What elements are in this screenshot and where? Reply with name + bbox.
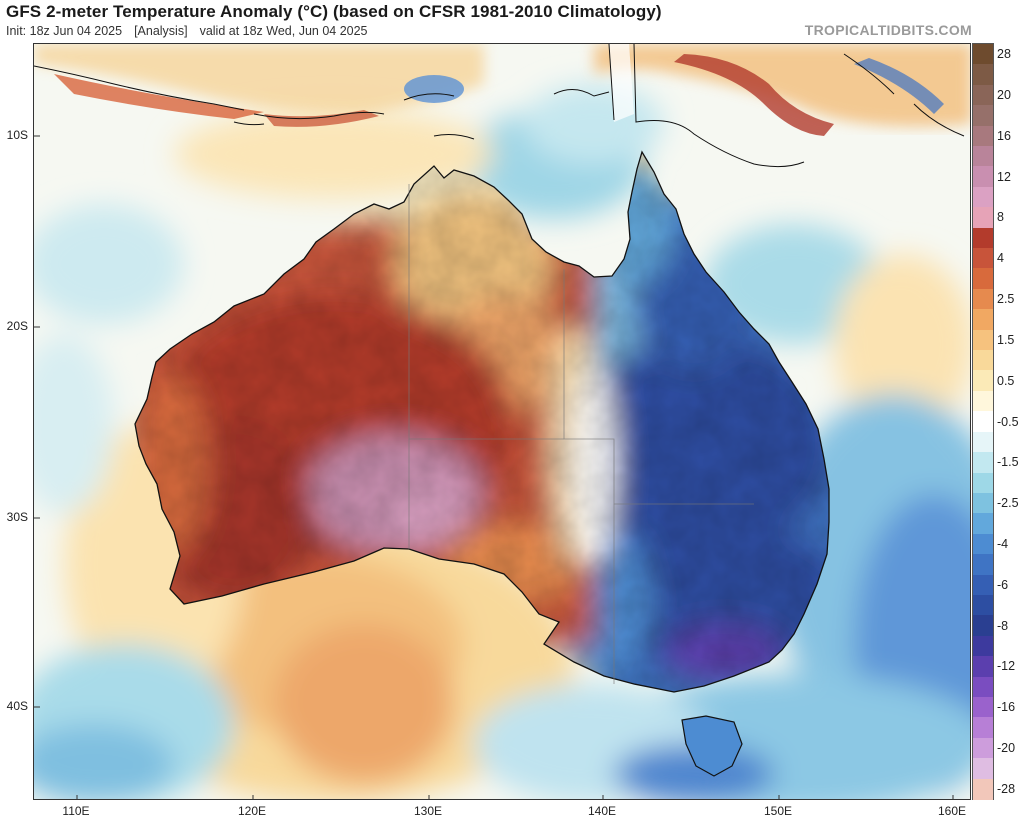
colorbar-segment: [973, 615, 993, 637]
colorbar-segment: [973, 492, 993, 514]
colorbar-segment: [973, 186, 993, 208]
colorbar: [972, 43, 994, 800]
lat-label-30s: 30S: [6, 510, 28, 524]
colorbar-label: -16: [997, 700, 1016, 715]
colorbar-segment: [973, 656, 993, 678]
colorbar-segment: [973, 533, 993, 555]
lon-label-120e: 120E: [237, 804, 267, 818]
colorbar-label: -2.5: [997, 496, 1019, 511]
valid-time: valid at 18z Wed, Jun 04 2025: [199, 24, 368, 38]
colorbar-label: -28: [997, 781, 1016, 796]
run-type: [Analysis]: [134, 24, 188, 38]
colorbar-segment: [973, 452, 993, 474]
colorbar-segment: [973, 370, 993, 392]
colorbar-segment: [973, 390, 993, 412]
lon-label-110e: 110E: [62, 804, 90, 818]
colorbar-label: -0.5: [997, 414, 1019, 429]
colorbar-label: 8: [997, 210, 1004, 225]
colorbar-label: 1.5: [997, 332, 1015, 347]
colorbar-label: -20: [997, 740, 1016, 755]
colorbar-segment: [973, 696, 993, 718]
anomaly-map[interactable]: [33, 43, 971, 800]
colorbar-segment: [973, 513, 993, 535]
colorbar-segment: [973, 472, 993, 494]
lon-label-140e: 140E: [587, 804, 617, 818]
colorbar-segment: [973, 309, 993, 331]
colorbar-label: 12: [997, 169, 1011, 184]
colorbar-segment: [973, 574, 993, 596]
colorbar-segment: [973, 676, 993, 698]
init-time: Init: 18z Jun 04 2025: [6, 24, 123, 38]
north-islands-field: [34, 44, 970, 136]
state-borders: [408, 184, 754, 684]
colorbar-segment: [973, 329, 993, 351]
colorbar-segment: [973, 248, 993, 270]
colorbar-segment: [973, 431, 993, 453]
colorbar-segment: [973, 778, 993, 800]
run-info: Init: 18z Jun 04 2025 [Analysis] valid at …: [6, 24, 380, 38]
lat-label-40s: 40S: [6, 699, 28, 713]
colorbar-label: 20: [997, 88, 1011, 102]
colorbar-segment: [973, 288, 993, 310]
colorbar-label: 4: [997, 251, 1004, 266]
colorbar-label: -12: [997, 659, 1016, 674]
lat-label-10s: 10S: [6, 128, 28, 142]
lat-label-20s: 20S: [6, 319, 28, 333]
lon-label-150e: 150E: [763, 804, 793, 818]
ocean-anomaly-field: [34, 84, 970, 799]
colorbar-segment: [973, 84, 993, 106]
colorbar-segment: [973, 125, 993, 147]
chart-title: GFS 2-meter Temperature Anomaly (°C) (ba…: [6, 2, 662, 21]
colorbar-segment: [973, 635, 993, 657]
axis-ticks: [34, 135, 954, 799]
colorbar-label: 2.5: [997, 292, 1015, 307]
colorbar-label: -4: [997, 536, 1009, 551]
colorbar-label: 16: [997, 128, 1011, 143]
colorbar-segment: [973, 717, 993, 739]
colorbar-segment: [973, 554, 993, 576]
colorbar-segment: [973, 146, 993, 168]
lon-label-160e: 160E: [937, 804, 967, 818]
colorbar-segment: [973, 105, 993, 127]
colorbar-segment: [973, 207, 993, 229]
colorbar-label: 28: [997, 47, 1011, 62]
colorbar-segment: [973, 227, 993, 249]
colorbar-label: -1.5: [997, 455, 1019, 470]
colorbar-segment: [973, 166, 993, 188]
lon-label-130e: 130E: [413, 804, 443, 818]
colorbar-segment: [973, 268, 993, 290]
colorbar-segment: [973, 350, 993, 372]
colorbar-label: 0.5: [997, 373, 1015, 388]
colorbar-segment: [973, 594, 993, 616]
tasmania: [681, 715, 743, 777]
colorbar-segment: [973, 411, 993, 433]
colorbar-segment: [973, 737, 993, 759]
colorbar-label: -6: [997, 577, 1009, 592]
island-coastlines: [34, 44, 965, 168]
map-canvas: [34, 44, 970, 799]
brand-watermark: TROPICALTIDBITS.COM: [804, 22, 972, 38]
colorbar-segment: [973, 758, 993, 780]
colorbar-segment: [973, 44, 993, 65]
colorbar-label: -8: [997, 618, 1009, 633]
colorbar-segment: [973, 64, 993, 86]
